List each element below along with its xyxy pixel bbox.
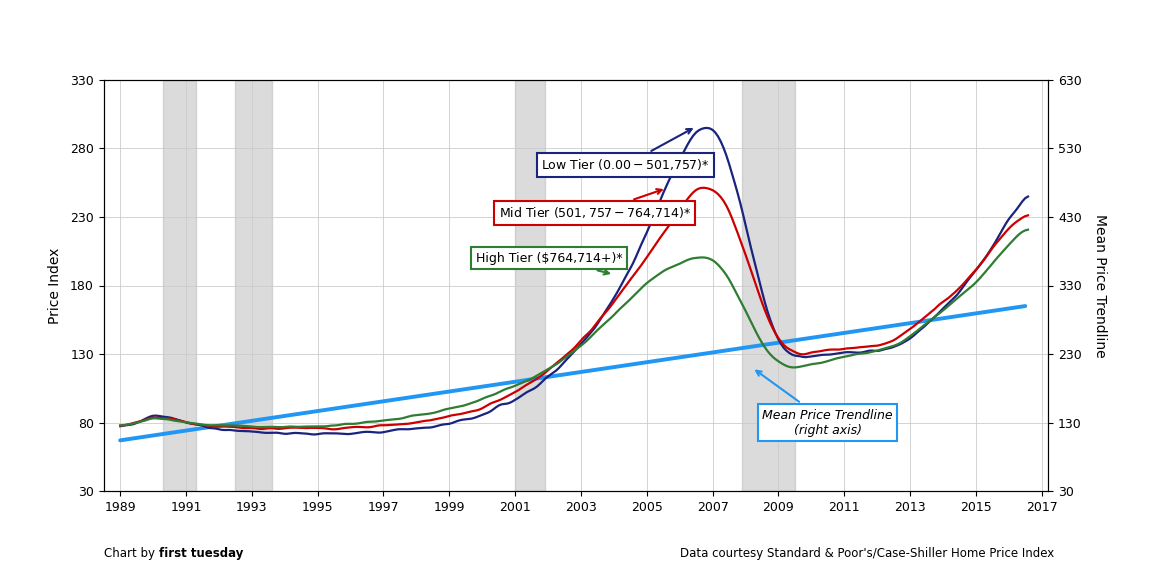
Y-axis label: Mean Price Trendline: Mean Price Trendline: [1093, 214, 1107, 357]
Bar: [235, 80, 272, 491]
Text: first tuesday: first tuesday: [159, 546, 243, 560]
Text: Mid Tier ($501,757 - $764,714)*: Mid Tier ($501,757 - $764,714)*: [499, 189, 691, 220]
Text: Data courtesy Standard & Poor's/Case-Shiller Home Price Index: Data courtesy Standard & Poor's/Case-Shi…: [680, 546, 1054, 560]
Y-axis label: Price Index: Price Index: [47, 247, 62, 324]
Text: High Tier ($764,714+)*: High Tier ($764,714+)*: [476, 252, 622, 275]
Bar: [515, 80, 545, 491]
Bar: [162, 80, 196, 491]
Text: Low Tier ($0.00 - $501,757)*: Low Tier ($0.00 - $501,757)*: [541, 129, 710, 172]
Text: Chart by: Chart by: [104, 546, 159, 560]
Text: California Tri-City Average Tiered Property Price Index: 1989-Present: California Tri-City Average Tiered Prope…: [182, 23, 970, 42]
Bar: [742, 80, 795, 491]
Text: Mean Price Trendline
(right axis): Mean Price Trendline (right axis): [756, 371, 893, 437]
